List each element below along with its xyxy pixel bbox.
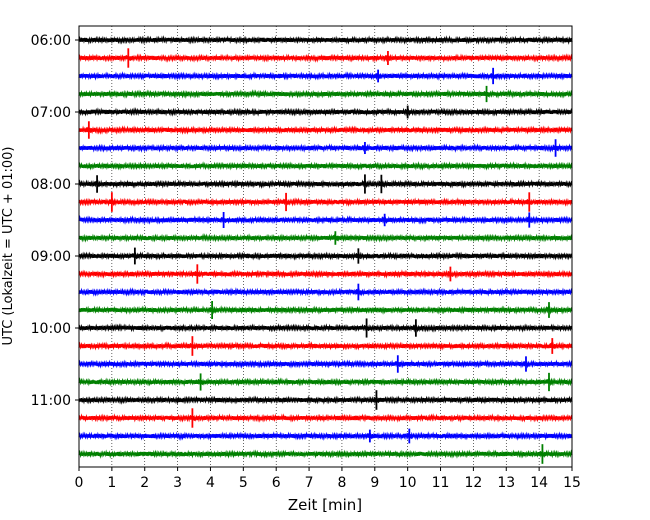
trace-event-coda <box>483 90 490 98</box>
trace-event-coda <box>375 72 382 80</box>
trace-event-coda <box>355 252 362 260</box>
plot-frame <box>78 25 573 468</box>
x-tick-label: 9 <box>370 475 379 491</box>
y-tick-label: 08:00 <box>31 177 71 193</box>
x-tick-label: 5 <box>239 475 248 491</box>
x-tick-label: 2 <box>140 475 149 491</box>
y-tick-label: 10:00 <box>31 321 71 337</box>
trace-event-coda <box>282 198 290 206</box>
trace-line <box>78 89 573 99</box>
trace-event-coda <box>404 108 411 116</box>
trace-event-coda <box>194 270 201 278</box>
trace-line <box>78 179 573 189</box>
trace-event-coda <box>189 414 196 422</box>
x-axis-label: Zeit [min] <box>288 496 362 514</box>
trace-event-coda <box>549 342 556 350</box>
trace-line <box>78 431 573 441</box>
trace-event-coda <box>209 306 216 314</box>
trace-event-coda <box>539 450 546 458</box>
x-tick-label: 11 <box>432 475 450 491</box>
x-tick-label: 8 <box>337 475 346 491</box>
trace-line <box>78 107 573 117</box>
trace-line <box>78 269 573 279</box>
trace-event-coda <box>355 288 362 296</box>
trace-event-coda <box>412 324 419 332</box>
trace-event-coda <box>131 252 138 260</box>
x-tick-label: 12 <box>464 475 482 491</box>
trace-event-coda <box>363 324 370 332</box>
trace-event-coda <box>378 180 385 188</box>
trace-event-coda <box>85 126 92 134</box>
y-axis-ticks: 06:00 07:00 08:00 09:00 10:00 11:00 <box>31 33 79 409</box>
trace-event-coda <box>189 342 196 350</box>
trace-line <box>78 449 573 459</box>
trace-event-coda <box>125 54 132 62</box>
trace-line <box>78 125 573 135</box>
trace-line <box>78 71 573 81</box>
y-tick-label: 06:00 <box>31 33 71 49</box>
trace-event-coda <box>384 54 392 62</box>
trace-line <box>78 341 573 351</box>
trace-line <box>78 233 573 243</box>
x-tick-label: 14 <box>530 475 548 491</box>
trace-event-coda <box>522 360 530 368</box>
x-tick-label: 4 <box>206 475 215 491</box>
x-tick-label: 3 <box>173 475 182 491</box>
trace-line <box>78 377 573 387</box>
trace-event-coda <box>94 180 101 188</box>
trace-line <box>78 161 573 171</box>
x-tick-label: 1 <box>107 475 116 491</box>
trace-event-coda <box>406 432 413 440</box>
trace-line <box>78 395 573 405</box>
trace-event-coda <box>197 378 204 386</box>
trace-line <box>78 305 573 315</box>
trace-event-coda <box>108 198 115 206</box>
x-axis-ticks: 0 1 2 3 4 5 6 7 8 9 10 11 12 13 14 15 <box>75 467 581 491</box>
trace-line <box>78 251 573 261</box>
y-tick-label: 09:00 <box>31 249 71 265</box>
trace-event-coda <box>366 432 373 440</box>
x-tick-label: 6 <box>272 475 281 491</box>
x-tick-label: 10 <box>399 475 417 491</box>
y-tick-label: 07:00 <box>31 105 71 121</box>
trace-line <box>78 35 573 45</box>
trace-event-coda <box>545 306 553 314</box>
x-tick-label: 15 <box>563 475 581 491</box>
trace-event-coda <box>361 180 369 188</box>
x-tick-label: 0 <box>75 475 84 491</box>
x-tick-label: 13 <box>497 475 515 491</box>
y-tick-label: 11:00 <box>31 393 71 409</box>
trace-event-coda <box>220 216 227 224</box>
trace-event-coda <box>447 270 454 278</box>
trace-event-coda <box>394 360 401 368</box>
trace-event-coda <box>381 216 388 224</box>
trace-line <box>78 53 573 63</box>
x-tick-label: 7 <box>305 475 314 491</box>
trace-event-coda <box>490 72 497 80</box>
trace-line <box>78 197 573 207</box>
trace-line <box>78 413 573 423</box>
trace-line <box>78 143 573 153</box>
trace-event-coda <box>552 144 559 152</box>
trace-event-coda <box>545 378 553 386</box>
trace-event-coda <box>526 198 533 206</box>
trace-event-coda <box>373 396 380 404</box>
trace-event-coda <box>332 234 339 242</box>
trace-layer <box>78 35 573 464</box>
trace-line <box>78 287 573 297</box>
y-axis-label: UTC (Lokalzeit = UTC + 01:00) <box>1 147 16 346</box>
trace-line <box>78 359 573 369</box>
trace-event-coda <box>526 216 533 224</box>
trace-line <box>78 323 573 333</box>
trace-line <box>78 215 573 225</box>
trace-event-coda <box>361 144 369 152</box>
